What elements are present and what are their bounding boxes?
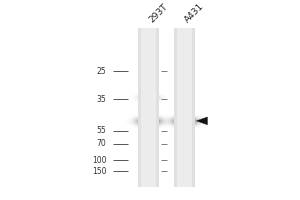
Text: A431: A431 xyxy=(183,2,206,24)
Text: 25: 25 xyxy=(97,67,106,76)
Text: 150: 150 xyxy=(92,167,106,176)
Text: 100: 100 xyxy=(92,156,106,165)
Text: 70: 70 xyxy=(97,139,106,148)
Text: 293T: 293T xyxy=(147,2,169,24)
Bar xyxy=(141,28,156,187)
Bar xyxy=(174,28,195,187)
Text: 55: 55 xyxy=(97,126,106,135)
Text: 35: 35 xyxy=(97,95,106,104)
Bar xyxy=(138,28,159,187)
Polygon shape xyxy=(196,117,207,125)
Bar xyxy=(177,28,192,187)
